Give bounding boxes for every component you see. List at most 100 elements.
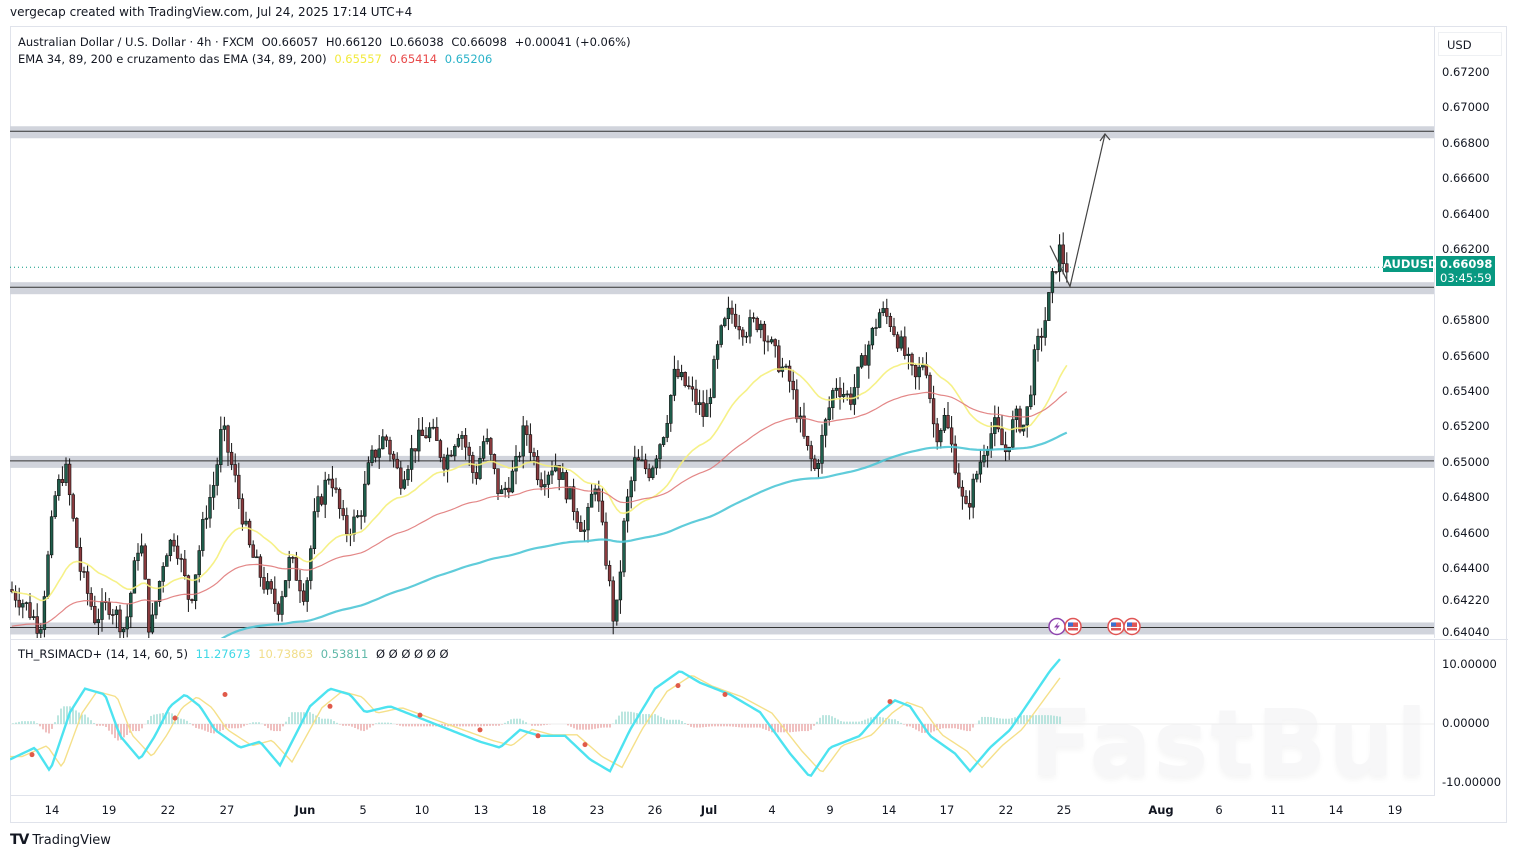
time-tick: 13	[473, 803, 489, 817]
candle	[474, 463, 479, 485]
candle	[874, 318, 878, 336]
us-flag-event-icon[interactable]	[1107, 617, 1125, 636]
candle	[21, 599, 25, 619]
zone-breakout[interactable]	[10, 282, 1434, 295]
signal-line[interactable]	[10, 675, 1061, 773]
candle	[366, 456, 371, 486]
price-label: 0.66400	[1442, 206, 1490, 221]
us-flag-event-icon[interactable]	[1064, 617, 1082, 636]
candle	[327, 474, 331, 485]
time-tick: 6	[1215, 803, 1223, 817]
rsi-line[interactable]	[10, 658, 1061, 778]
candle	[377, 434, 381, 469]
candle	[870, 326, 875, 350]
candle	[957, 463, 961, 489]
candle	[719, 324, 723, 348]
candle	[1047, 292, 1051, 322]
candle	[399, 460, 403, 495]
tradingview-logo-icon[interactable]: TV	[10, 832, 29, 848]
candle	[971, 473, 975, 519]
candle	[373, 449, 378, 463]
time-tick: 14	[881, 803, 897, 817]
time-tick: 17	[939, 803, 955, 817]
projection-arrow[interactable]	[1049, 133, 1106, 289]
candle	[579, 515, 583, 532]
candle	[24, 601, 29, 611]
bar-countdown: 03:45:59	[1440, 271, 1492, 285]
time-tick: 19	[1387, 803, 1403, 817]
price-label: 0.64800	[1442, 490, 1490, 505]
candle	[751, 312, 756, 323]
candle	[370, 445, 374, 467]
zone-resistance[interactable]	[10, 126, 1434, 139]
ema34-value: 0.65557	[334, 52, 382, 66]
zone-support[interactable]	[10, 455, 1434, 468]
candle	[244, 511, 248, 527]
rsimacd-chart[interactable]	[10, 640, 1434, 796]
candle	[118, 604, 122, 638]
candle	[690, 376, 695, 402]
candle	[723, 316, 727, 328]
candle	[867, 340, 871, 379]
candle	[780, 357, 785, 378]
candle	[64, 457, 68, 486]
price-axis[interactable]	[1434, 26, 1508, 638]
ema89-line[interactable]	[11, 391, 1068, 627]
symbol-title[interactable]: Australian Dollar / U.S. Dollar · 4h · F…	[18, 35, 254, 49]
candle	[982, 444, 986, 467]
candle	[517, 451, 522, 462]
lightning-event-icon[interactable]	[1048, 617, 1066, 636]
candle	[935, 417, 939, 450]
ema200-line[interactable]	[12, 431, 1068, 638]
chart-frame	[10, 26, 1507, 823]
indicator-title[interactable]: TH_RSIMACD+ (14, 14, 60, 5)	[18, 647, 188, 661]
candle	[255, 549, 259, 559]
time-tick: Aug	[1148, 803, 1174, 817]
candle	[582, 519, 587, 542]
currency-button[interactable]: USD	[1438, 32, 1502, 56]
candle	[161, 562, 165, 593]
signal-dot	[675, 683, 681, 689]
indicator-axis[interactable]	[1434, 639, 1508, 796]
price-label: 0.64220	[1442, 593, 1490, 608]
main-price-pane[interactable]	[10, 26, 1434, 638]
indicator-pane[interactable]: FastBull	[10, 639, 1434, 796]
candle	[316, 485, 320, 518]
candle	[183, 549, 187, 580]
candle	[53, 490, 57, 519]
candle	[942, 407, 947, 433]
candle	[701, 390, 705, 427]
candle	[679, 364, 684, 381]
candle	[798, 406, 803, 433]
brand-label[interactable]: TradingView	[32, 832, 111, 848]
candle	[208, 484, 212, 528]
candle	[708, 388, 713, 418]
candle	[856, 366, 860, 400]
time-axis[interactable]: 14 19 22 27 Jun 5 10 13 18 23 26 Jul 4 9 14 17 22 25 Aug 6 1…	[10, 795, 1434, 823]
candle	[471, 451, 475, 484]
signal-dot	[887, 699, 893, 705]
zone-floor[interactable]	[10, 622, 1434, 635]
ema-title[interactable]: EMA 34, 89, 200 e cruzamento das EMA (34…	[18, 52, 327, 66]
candle	[600, 488, 605, 526]
credit-line: vergecap created with TradingView.com, J…	[10, 5, 413, 19]
candle	[809, 440, 813, 472]
candlestick-chart[interactable]	[10, 26, 1434, 638]
candle	[647, 463, 651, 482]
candle	[489, 436, 493, 461]
us-flag-event-icon[interactable]	[1123, 617, 1141, 636]
time-tick: Jul	[700, 803, 718, 817]
time-tick: Jun	[294, 803, 316, 817]
candle	[233, 453, 237, 483]
price-label: 0.65600	[1442, 348, 1490, 363]
candle	[431, 418, 435, 430]
candle	[899, 330, 903, 351]
candle	[820, 424, 824, 474]
candle	[633, 445, 637, 492]
candle	[543, 470, 547, 496]
ema34-line[interactable]	[11, 362, 1068, 602]
candle	[823, 417, 828, 448]
indicator-extra-values: Ø Ø Ø Ø Ø Ø	[375, 647, 449, 661]
candle	[787, 360, 792, 393]
candle	[449, 450, 453, 458]
